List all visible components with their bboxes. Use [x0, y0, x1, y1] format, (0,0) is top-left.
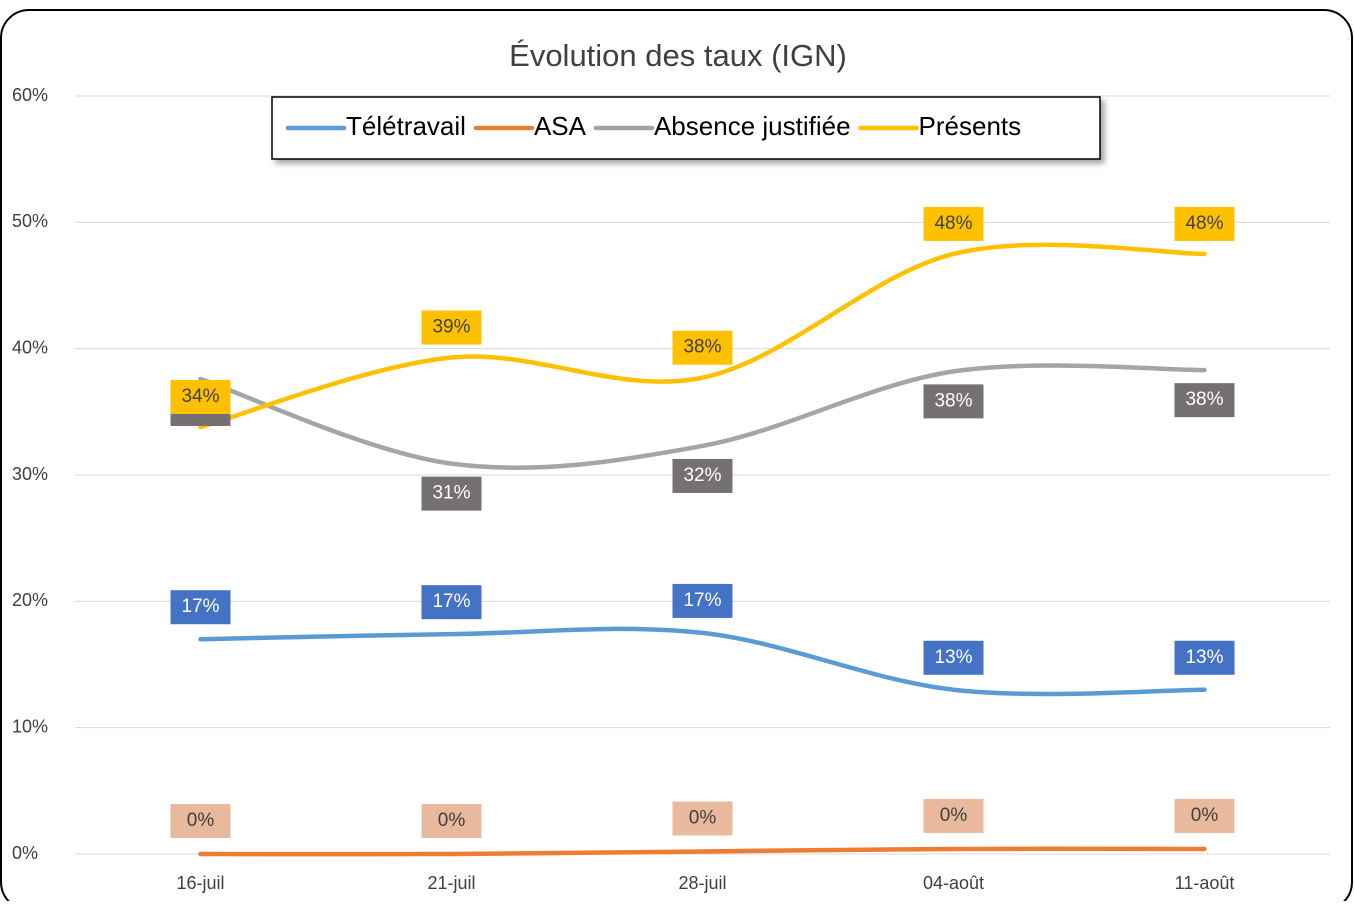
y-tick-label: 10% [12, 716, 48, 736]
legend-label: Absence justifiée [654, 111, 851, 141]
data-label-box [672, 330, 733, 365]
data-label-box [923, 384, 984, 419]
legend-box [271, 96, 1101, 160]
data-label: 48% [934, 213, 972, 234]
y-tick-label: 40% [12, 337, 48, 357]
data-label-box [672, 801, 733, 836]
y-tick-label: 50% [12, 211, 48, 231]
data-label-box [1174, 640, 1235, 675]
data-label: 0% [1191, 805, 1219, 826]
series-line [198, 626, 1207, 697]
data-label: 0% [940, 805, 968, 826]
data-label: 0% [187, 810, 215, 831]
data-label-box [170, 590, 231, 625]
data-label: 48% [1185, 213, 1223, 234]
legend-label: Présents [919, 111, 1022, 141]
series-line [198, 846, 1207, 857]
data-label-box [1174, 383, 1235, 418]
data-label-box [421, 585, 482, 620]
data-label: 0% [438, 810, 466, 831]
y-tick-label: 60% [12, 85, 48, 105]
data-label: 13% [1185, 647, 1223, 668]
data-label-box [421, 476, 482, 511]
x-tick-label: 11-août [1175, 873, 1235, 893]
data-label: 34% [181, 386, 219, 407]
data-label-box [672, 583, 733, 618]
data-label: 17% [181, 596, 219, 617]
data-label-box [1174, 206, 1235, 241]
data-label: 32% [683, 465, 721, 486]
x-tick-label: 21-juil [427, 873, 475, 893]
data-label: 17% [683, 590, 721, 611]
data-label-box [421, 310, 482, 345]
y-tick-label: 20% [12, 590, 48, 610]
frame [0, 9, 1353, 906]
data-label: 38% [1185, 389, 1223, 410]
data-label-box [170, 804, 231, 838]
x-tick-label: 28-juil [678, 873, 726, 893]
data-label-box [672, 458, 733, 493]
data-label-box [923, 640, 984, 675]
legend: Télétravail ASA Absence justifiée Présents [271, 96, 1101, 160]
x-tick-label: 16-juil [176, 873, 224, 893]
series-line [198, 242, 1207, 430]
data-label: 38% [683, 337, 721, 358]
data-label-box [923, 206, 984, 241]
chart-title: Évolution des taux (IGN) [509, 38, 847, 73]
x-tick-label: 04-août [923, 873, 984, 893]
data-label: 0% [689, 807, 717, 828]
legend-label: Télétravail [346, 111, 466, 141]
data-label: 38% [934, 390, 972, 411]
data-label: 13% [934, 647, 972, 668]
data-label-box [170, 379, 231, 414]
legend-label: ASA [534, 111, 587, 141]
data-label: 39% [432, 317, 470, 338]
y-tick-label: 0% [12, 843, 38, 863]
y-tick-label: 30% [12, 464, 48, 484]
data-label: 17% [432, 591, 470, 612]
data-label-box [923, 798, 984, 833]
data-label-box [421, 804, 482, 838]
series-line [198, 363, 1207, 470]
data-label: 31% [432, 483, 470, 504]
data-label-box [1174, 798, 1235, 833]
